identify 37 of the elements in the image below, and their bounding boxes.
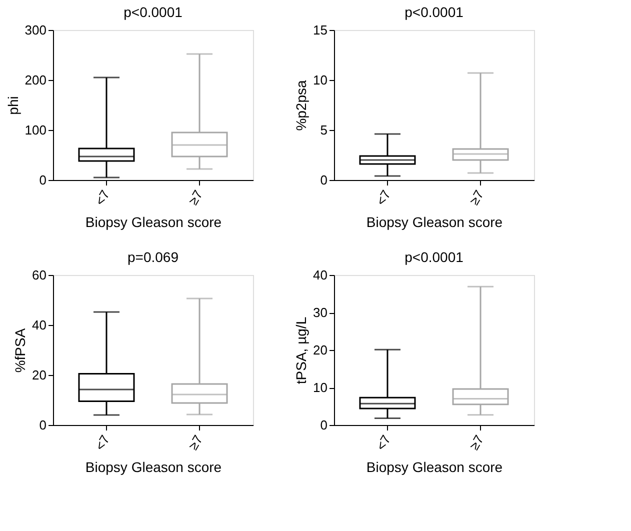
y-tick-label: 20: [32, 368, 46, 382]
y-tick-label: 100: [24, 122, 46, 138]
y-axis-title: %fPSA: [12, 328, 28, 373]
chart-title: p<0.0001: [124, 4, 183, 20]
x-tick-label: ≥7: [466, 432, 487, 452]
x-axis-title: Biopsy Gleason score: [85, 458, 222, 475]
y-tick-label: 40: [313, 268, 328, 282]
x-axis-title: Biopsy Gleason score: [366, 458, 503, 475]
x-tick-label: ≥7: [185, 188, 206, 208]
x-tick-label: <7: [92, 432, 113, 453]
x-axis-title: Biopsy Gleason score: [85, 214, 222, 230]
y-axis-title: phi: [4, 96, 21, 115]
y-axis-title: %p2psa: [293, 80, 310, 131]
y-tick-label: 60: [32, 268, 46, 282]
x-tick-label: <7: [373, 432, 394, 453]
y-tick-label: 40: [32, 318, 46, 332]
y-axis-title: tPSA, µg/L: [293, 316, 310, 384]
y-tick-label: 0: [39, 172, 46, 188]
x-tick-label: <7: [92, 188, 113, 208]
y-tick-label: 0: [320, 418, 328, 432]
chart-title: p=0.069: [128, 249, 179, 265]
x-tick-label: <7: [373, 188, 394, 208]
x-tick-label: ≥7: [466, 188, 487, 208]
y-tick-label: 10: [313, 72, 328, 88]
chart-title: p<0.0001: [404, 249, 464, 265]
x-tick-label: ≥7: [185, 432, 206, 452]
y-tick-label: 10: [313, 380, 328, 395]
chart-title: p<0.0001: [404, 4, 464, 20]
y-tick-label: 30: [313, 305, 328, 320]
y-tick-label: 5: [320, 122, 328, 138]
y-tick-label: 15: [313, 22, 328, 38]
y-tick-label: 300: [24, 22, 46, 38]
x-axis-title: Biopsy Gleason score: [366, 214, 503, 230]
y-tick-label: 0: [39, 418, 46, 432]
y-tick-label: 20: [313, 342, 328, 358]
y-tick-label: 0: [320, 172, 328, 188]
y-tick-label: 200: [24, 72, 46, 88]
